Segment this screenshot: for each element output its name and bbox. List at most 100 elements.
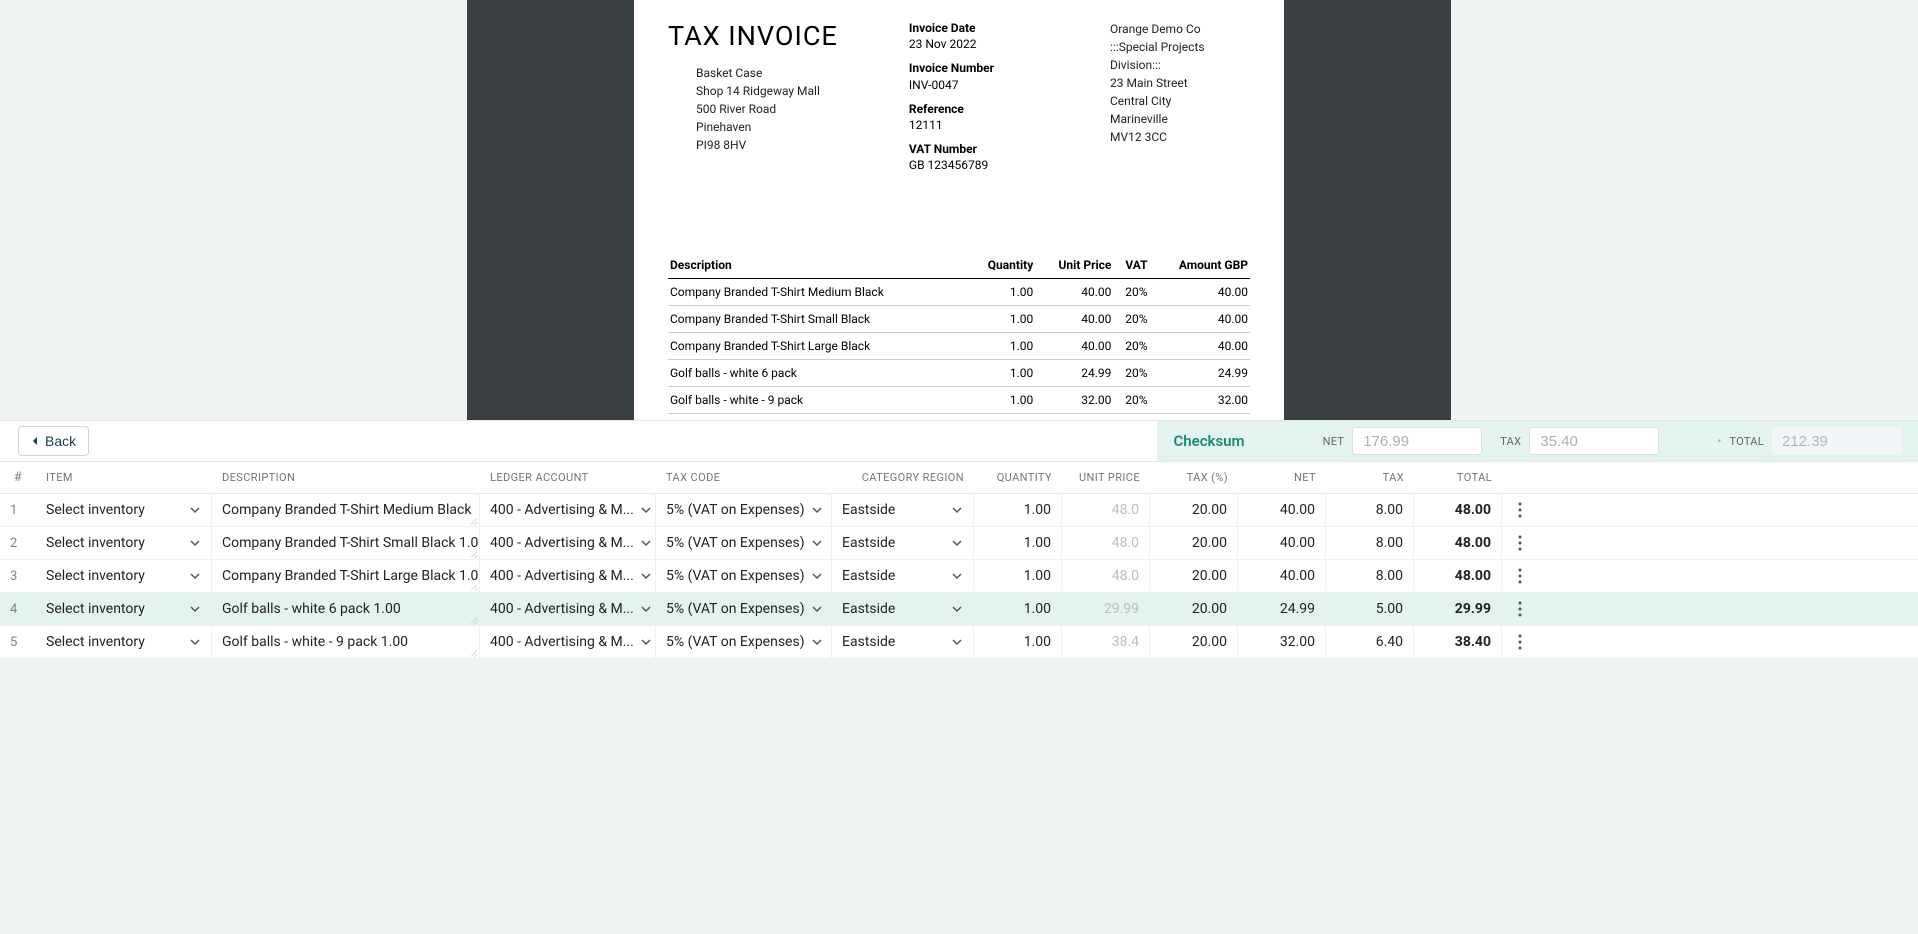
- resize-handle-icon[interactable]: [469, 582, 477, 590]
- ledger-dropdown[interactable]: 400 - Advertising & M...: [480, 626, 656, 658]
- description-cell[interactable]: Company Branded T-Shirt Medium Black: [212, 494, 480, 526]
- chevron-down-icon: [951, 570, 963, 582]
- region-dropdown[interactable]: Eastside: [832, 527, 974, 559]
- header-unitprice: UNIT PRICE: [1062, 471, 1150, 484]
- region-dropdown[interactable]: Eastside: [832, 593, 974, 625]
- chevron-down-icon: [951, 504, 963, 516]
- back-button[interactable]: Back: [18, 426, 89, 456]
- description-cell[interactable]: Company Branded T-Shirt Large Black 1.00: [212, 560, 480, 592]
- resize-handle-icon[interactable]: [469, 549, 477, 557]
- item-dropdown[interactable]: Select inventory: [36, 593, 212, 625]
- invoice-date-label: Invoice Date: [909, 20, 1039, 36]
- region-dropdown[interactable]: Eastside: [832, 560, 974, 592]
- unitprice-cell[interactable]: 48.0: [1062, 560, 1150, 592]
- quantity-cell[interactable]: 1.00: [974, 527, 1062, 559]
- quantity-cell[interactable]: 1.00: [974, 494, 1062, 526]
- invoice-preview-area: TAX INVOICE Basket CaseShop 14 Ridgeway …: [0, 0, 1918, 420]
- ledger-dropdown[interactable]: 400 - Advertising & M...: [480, 494, 656, 526]
- total-cell: 29.99: [1414, 593, 1502, 625]
- unitprice-cell[interactable]: 29.99: [1062, 593, 1150, 625]
- chevron-down-icon: [640, 504, 652, 516]
- tax-cell: 8.00: [1326, 527, 1414, 559]
- checksum-tax-input[interactable]: [1529, 427, 1659, 455]
- total-cell: 48.00: [1414, 560, 1502, 592]
- checksum-net-input[interactable]: [1352, 427, 1482, 455]
- toolbar: Back Checksum NET TAX • TOTAL: [0, 420, 1918, 462]
- chevron-down-icon: [640, 636, 652, 648]
- row-more-button[interactable]: [1502, 494, 1538, 526]
- col-vat: VAT: [1113, 252, 1149, 279]
- quantity-cell[interactable]: 1.00: [974, 593, 1062, 625]
- unitprice-cell[interactable]: 38.4: [1062, 626, 1150, 658]
- chevron-down-icon: [951, 537, 963, 549]
- invoice-number: INV-0047: [909, 77, 1039, 93]
- invoice-line: Company Branded T-Shirt Small Black1.004…: [668, 305, 1250, 332]
- header-ledger: LEDGER ACCOUNT: [480, 471, 656, 484]
- invoice-preview-frame: TAX INVOICE Basket CaseShop 14 Ridgeway …: [467, 0, 1451, 420]
- taxpct-cell[interactable]: 20.00: [1150, 494, 1238, 526]
- item-dropdown[interactable]: Select inventory: [36, 494, 212, 526]
- checksum-total-value: [1772, 427, 1902, 455]
- taxpct-cell[interactable]: 20.00: [1150, 593, 1238, 625]
- net-cell: 24.99: [1238, 593, 1326, 625]
- ledger-dropdown[interactable]: 400 - Advertising & M...: [480, 527, 656, 559]
- header-quantity: QUANTITY: [974, 471, 1062, 484]
- checksum-tax-label: TAX: [1500, 435, 1521, 448]
- table-row[interactable]: 5 Select inventory Golf balls - white - …: [0, 626, 1918, 659]
- description-cell[interactable]: Golf balls - white - 9 pack 1.00: [212, 626, 480, 658]
- unitprice-cell[interactable]: 48.0: [1062, 494, 1150, 526]
- row-more-button[interactable]: [1502, 593, 1538, 625]
- taxcode-dropdown[interactable]: 5% (VAT on Expenses): [656, 560, 832, 592]
- invoice-vat-label: VAT Number: [909, 141, 1039, 157]
- item-dropdown[interactable]: Select inventory: [36, 626, 212, 658]
- invoice-line: Golf balls - white - 9 pack1.0032.0020%3…: [668, 386, 1250, 413]
- chevron-down-icon: [951, 603, 963, 615]
- checksum-box: Checksum NET TAX • TOTAL: [1157, 421, 1918, 461]
- back-label: Back: [45, 433, 76, 449]
- item-dropdown[interactable]: Select inventory: [36, 527, 212, 559]
- grid-header: # ITEM DESCRIPTION LEDGER ACCOUNT TAX CO…: [0, 462, 1918, 494]
- quantity-cell[interactable]: 1.00: [974, 560, 1062, 592]
- row-more-button[interactable]: [1502, 626, 1538, 658]
- description-cell[interactable]: Company Branded T-Shirt Small Black 1.00: [212, 527, 480, 559]
- invoice-line: Company Branded T-Shirt Medium Black1.00…: [668, 278, 1250, 305]
- chevron-down-icon: [811, 570, 823, 582]
- region-dropdown[interactable]: Eastside: [832, 494, 974, 526]
- tax-cell: 8.00: [1326, 560, 1414, 592]
- taxcode-dropdown[interactable]: 5% (VAT on Expenses): [656, 527, 832, 559]
- taxcode-dropdown[interactable]: 5% (VAT on Expenses): [656, 593, 832, 625]
- table-row[interactable]: 1 Select inventory Company Branded T-Shi…: [0, 494, 1918, 527]
- taxpct-cell[interactable]: 20.00: [1150, 626, 1238, 658]
- header-net: NET: [1238, 471, 1326, 484]
- row-number: 3: [0, 560, 36, 592]
- total-cell: 48.00: [1414, 527, 1502, 559]
- quantity-cell[interactable]: 1.00: [974, 626, 1062, 658]
- taxpct-cell[interactable]: 20.00: [1150, 527, 1238, 559]
- unitprice-cell[interactable]: 48.0: [1062, 527, 1150, 559]
- taxpct-cell[interactable]: 20.00: [1150, 560, 1238, 592]
- table-row[interactable]: 3 Select inventory Company Branded T-Shi…: [0, 560, 1918, 593]
- item-dropdown[interactable]: Select inventory: [36, 560, 212, 592]
- ledger-dropdown[interactable]: 400 - Advertising & M...: [480, 593, 656, 625]
- resize-handle-icon[interactable]: [469, 648, 477, 656]
- taxcode-dropdown[interactable]: 5% (VAT on Expenses): [656, 494, 832, 526]
- region-dropdown[interactable]: Eastside: [832, 626, 974, 658]
- header-description: DESCRIPTION: [212, 471, 480, 484]
- header-num: #: [0, 470, 36, 485]
- net-cell: 40.00: [1238, 560, 1326, 592]
- checksum-title: Checksum: [1173, 432, 1244, 450]
- table-row[interactable]: 2 Select inventory Company Branded T-Shi…: [0, 527, 1918, 560]
- resize-handle-icon[interactable]: [469, 615, 477, 623]
- bullet-icon: •: [1717, 434, 1721, 448]
- description-cell[interactable]: Golf balls - white 6 pack 1.00: [212, 593, 480, 625]
- total-cell: 38.40: [1414, 626, 1502, 658]
- header-total: TOTAL: [1414, 471, 1502, 484]
- resize-handle-icon[interactable]: [469, 516, 477, 524]
- chevron-down-icon: [189, 537, 201, 549]
- row-number: 2: [0, 527, 36, 559]
- row-more-button[interactable]: [1502, 560, 1538, 592]
- row-more-button[interactable]: [1502, 527, 1538, 559]
- taxcode-dropdown[interactable]: 5% (VAT on Expenses): [656, 626, 832, 658]
- table-row[interactable]: 4 Select inventory Golf balls - white 6 …: [0, 593, 1918, 626]
- ledger-dropdown[interactable]: 400 - Advertising & M...: [480, 560, 656, 592]
